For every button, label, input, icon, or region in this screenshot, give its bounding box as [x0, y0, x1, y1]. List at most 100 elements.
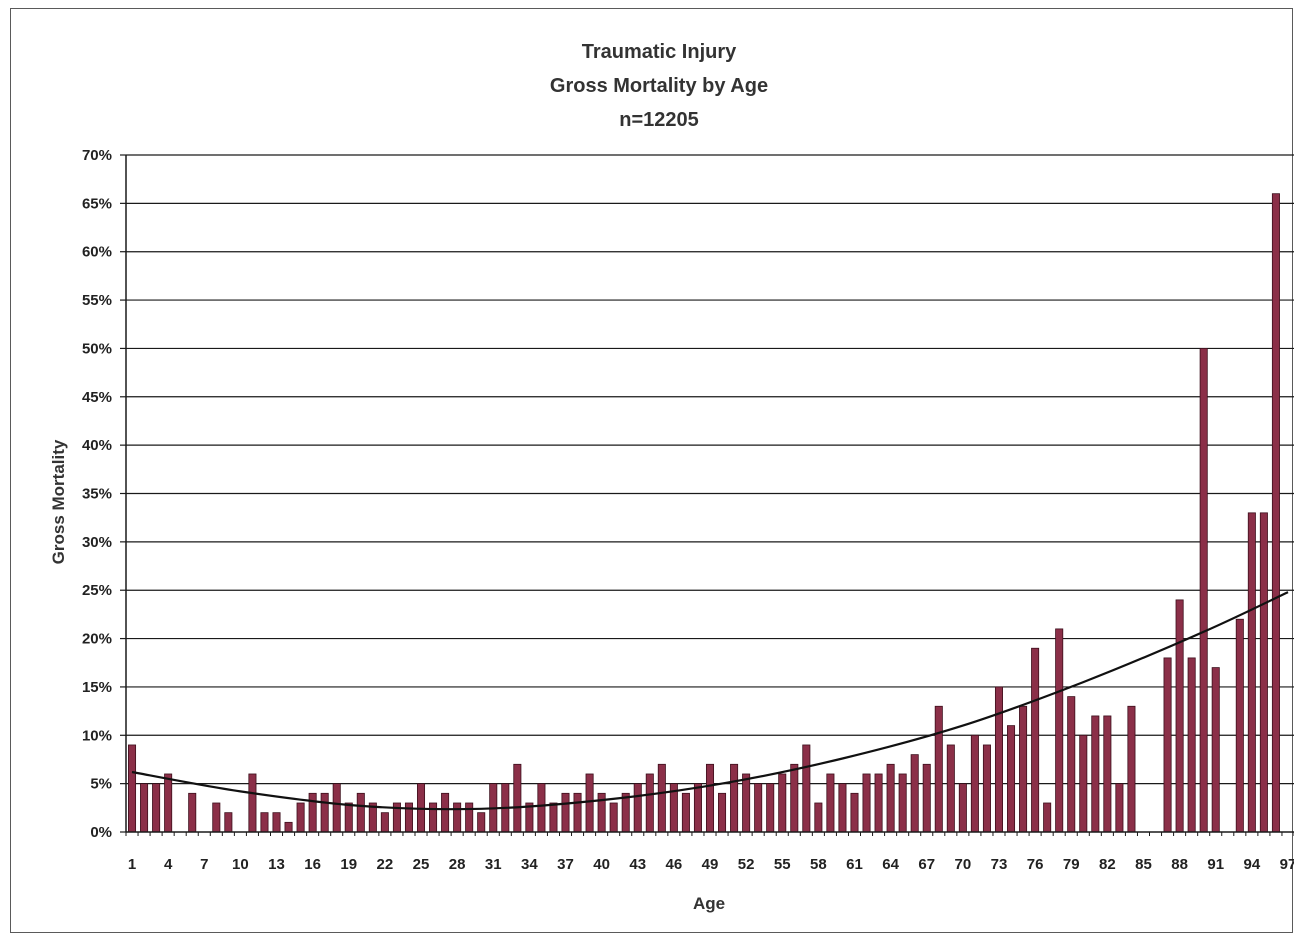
- x-tick-label-1: 1: [128, 856, 136, 873]
- bar-age-59: [826, 773, 835, 833]
- bar-age-41: [609, 802, 618, 833]
- bar-age-58: [814, 802, 823, 833]
- chart-title-line-2: Gross Mortality by Age: [550, 75, 768, 97]
- x-tick-label-37: 37: [557, 856, 574, 873]
- y-tick-label-70: 70%: [82, 147, 112, 164]
- y-tick-label-40: 40%: [82, 437, 112, 454]
- chart-title: Traumatic Injury Gross Mortality by Age …: [550, 41, 768, 131]
- bar-age-53: [754, 783, 763, 833]
- x-tick-label-73: 73: [991, 856, 1008, 873]
- bar-age-50: [718, 792, 727, 833]
- bar-age-96: [1271, 193, 1280, 833]
- bar-age-87: [1163, 657, 1172, 833]
- bar-age-72: [982, 744, 991, 833]
- bar-age-29: [465, 802, 474, 833]
- x-tick-label-55: 55: [774, 856, 791, 873]
- bar-age-36: [549, 802, 558, 833]
- bar-age-73: [994, 686, 1004, 833]
- bar-age-13: [272, 812, 281, 833]
- x-tick-label-97: 97: [1280, 856, 1294, 873]
- x-tick-label-79: 79: [1063, 856, 1080, 873]
- trendline-curve: [131, 591, 1289, 811]
- y-tick-label-0: 0%: [90, 824, 112, 841]
- bar-age-84: [1127, 705, 1136, 833]
- bar-age-90: [1199, 348, 1208, 833]
- x-tick-label-88: 88: [1171, 856, 1188, 873]
- x-tick-label-10: 10: [232, 856, 249, 873]
- bar-age-43: [633, 783, 642, 833]
- bar-age-68: [934, 705, 943, 833]
- bar-age-62: [862, 773, 871, 833]
- bar-age-3: [152, 783, 161, 833]
- y-tick-label-30: 30%: [82, 534, 112, 551]
- x-tick-label-13: 13: [268, 856, 285, 873]
- x-tick-label-76: 76: [1027, 856, 1044, 873]
- x-tick-label-4: 4: [164, 856, 173, 873]
- bar-age-88: [1175, 599, 1184, 833]
- bar-age-48: [693, 783, 702, 833]
- x-tick-label-34: 34: [521, 856, 538, 873]
- bar-age-9: [224, 812, 233, 833]
- y-tick-label-10: 10%: [82, 727, 112, 744]
- bar-age-12: [260, 812, 269, 833]
- x-tick-label-22: 22: [377, 856, 394, 873]
- bar-age-60: [838, 783, 847, 833]
- bar-age-35: [537, 783, 546, 833]
- bar-age-11: [248, 773, 257, 833]
- x-tick-label-43: 43: [629, 856, 646, 873]
- x-tick-label-49: 49: [702, 856, 719, 873]
- bar-age-14: [284, 821, 293, 833]
- x-tick-label-82: 82: [1099, 856, 1116, 873]
- bar-age-42: [621, 792, 630, 833]
- bar-age-76: [1031, 647, 1040, 833]
- x-tick-label-94: 94: [1244, 856, 1261, 873]
- bar-age-52: [742, 773, 751, 833]
- x-tick-label-31: 31: [485, 856, 502, 873]
- bar-age-49: [705, 763, 715, 833]
- bar-age-20: [356, 792, 365, 833]
- y-tick-label-5: 5%: [90, 776, 112, 793]
- bar-age-19: [344, 802, 353, 833]
- y-tick-label-35: 35%: [82, 486, 112, 503]
- x-tick-label-19: 19: [340, 856, 357, 873]
- y-tick-label-15: 15%: [82, 679, 112, 696]
- bar-age-79: [1067, 696, 1076, 833]
- bar-age-38: [573, 792, 582, 833]
- y-tick-label-45: 45%: [82, 389, 112, 406]
- gridlines: [126, 154, 1294, 785]
- bar-age-65: [898, 773, 907, 833]
- bar-age-51: [730, 763, 739, 833]
- bar-age-45: [657, 763, 666, 833]
- chart-frame: Traumatic Injury Gross Mortality by Age …: [10, 8, 1294, 933]
- y-tick-label-55: 55%: [82, 292, 112, 309]
- x-tick-labels: 1 4 7 10 13 16 19 22 25 28 31 34 37 40 43 46 49 52 55 58 61 6…: [128, 856, 1294, 873]
- bar-age-8: [212, 802, 221, 833]
- bar-age-95: [1259, 512, 1268, 833]
- x-tick-label-67: 67: [918, 856, 935, 873]
- x-tick-label-58: 58: [810, 856, 827, 873]
- bar-age-70: [958, 783, 967, 833]
- bar-age-91: [1211, 667, 1220, 833]
- bar-age-57: [802, 744, 811, 833]
- bars: [128, 193, 1280, 833]
- bar-age-6: [188, 792, 197, 833]
- y-tick-label-60: 60%: [82, 244, 112, 261]
- x-tick-label-91: 91: [1207, 856, 1224, 873]
- bar-age-39: [585, 773, 594, 833]
- bar-age-94: [1247, 512, 1256, 833]
- x-tick-label-85: 85: [1135, 856, 1152, 873]
- bar-age-61: [850, 792, 859, 833]
- bar-age-83: [1115, 783, 1124, 833]
- bar-age-22: [380, 812, 389, 833]
- bar-age-74: [1007, 725, 1016, 833]
- bar-age-67: [922, 763, 931, 833]
- bar-age-4: [164, 773, 173, 833]
- y-tick-label-50: 50%: [82, 340, 112, 357]
- bar-age-37: [561, 792, 570, 833]
- trendline: [131, 591, 1289, 811]
- chart-title-line-3: n=12205: [619, 109, 699, 131]
- bar-age-15: [296, 802, 305, 833]
- bar-age-63: [874, 773, 883, 833]
- bar-age-47: [681, 792, 690, 833]
- x-tick-label-25: 25: [413, 856, 430, 873]
